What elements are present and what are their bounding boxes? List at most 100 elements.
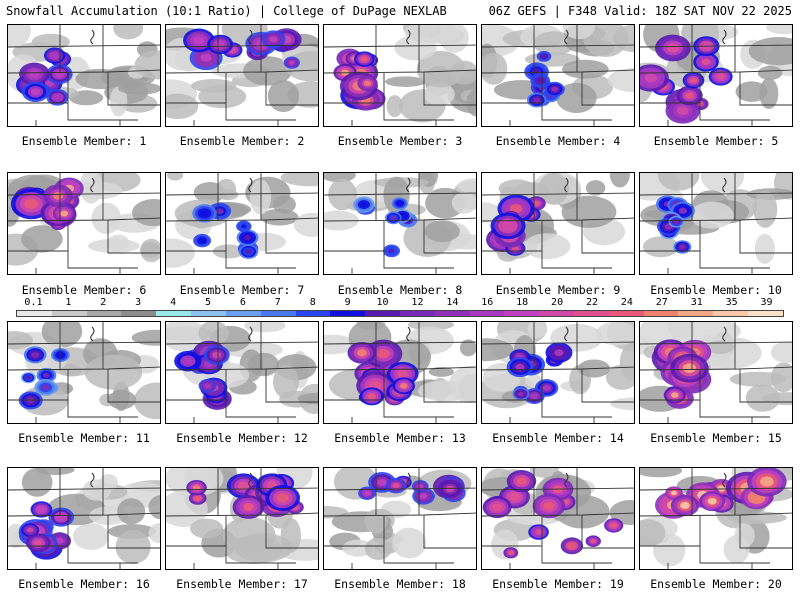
state-border [107, 72, 160, 106]
lake-outline [406, 472, 411, 488]
member-label: Ensemble Member: 11 [18, 431, 150, 445]
snow-area [166, 238, 195, 268]
snow-blob [590, 539, 596, 544]
snow-blob [509, 203, 523, 214]
colorbar-tick: 27 [655, 297, 668, 308]
state-border [739, 220, 792, 254]
state-border [482, 44, 634, 48]
state-border [8, 341, 160, 345]
snow-blob [676, 106, 689, 116]
state-border [225, 221, 296, 269]
snow-blob [532, 68, 541, 75]
colorbar-tick: 8 [309, 297, 316, 308]
snow-area [451, 192, 476, 214]
state-border [166, 44, 318, 48]
state-border [324, 487, 476, 491]
snow-blob [685, 92, 695, 99]
state-border [423, 72, 476, 106]
member-map [481, 467, 635, 570]
snow-blob [24, 198, 39, 210]
snow-area [115, 529, 151, 564]
snow-blob [56, 513, 66, 521]
snow-area [117, 498, 146, 525]
snow-blob [364, 80, 371, 86]
member-label: Ensemble Member: 12 [176, 431, 308, 445]
state-border [699, 221, 770, 269]
snow-area [113, 25, 144, 40]
snowfall-map [166, 25, 318, 126]
snow-blob [509, 492, 520, 501]
snow-blob [390, 215, 397, 221]
snow-blob [193, 36, 205, 45]
member-map [639, 172, 793, 275]
snow-blob [364, 490, 371, 496]
member-label: Ensemble Member: 8 [337, 283, 463, 297]
snow-blob [392, 483, 400, 489]
state-border [324, 341, 476, 345]
lake-outline [722, 472, 727, 488]
snow-blob [716, 73, 725, 80]
member-map [165, 467, 319, 570]
snow-area [640, 468, 683, 478]
snow-area [583, 25, 629, 58]
snow-blob [644, 73, 657, 83]
run-info: 06Z GEFS | F348 Valid: 18Z SAT NOV 22 20… [488, 4, 792, 18]
member-map [7, 172, 161, 275]
member-map [323, 467, 477, 570]
snow-blob [367, 393, 376, 400]
lake-outline [90, 472, 95, 488]
snow-blob [536, 78, 544, 84]
member-map [7, 321, 161, 424]
snow-blob [419, 493, 428, 500]
snow-blob [360, 201, 368, 208]
state-border [265, 220, 318, 254]
snow-blob [707, 497, 717, 505]
snow-area [198, 322, 229, 346]
snow-area [538, 173, 569, 205]
snow-area [685, 322, 741, 343]
snow-area [131, 329, 160, 346]
member-label: Ensemble Member: 4 [495, 134, 621, 148]
snow-area [148, 523, 160, 543]
state-border [265, 515, 318, 549]
state-border [541, 370, 612, 418]
snow-blob [399, 382, 408, 389]
member-label: Ensemble Member: 15 [650, 431, 782, 445]
snow-blob [518, 391, 524, 397]
map-title: Snowfall Accumulation (10:1 Ratio) | Col… [6, 4, 447, 18]
snowfall-map [324, 468, 476, 569]
state-border [423, 369, 476, 403]
snow-blob [678, 207, 687, 214]
snow-blob [31, 351, 40, 358]
snow-blob [245, 249, 252, 255]
colorbar-swatch [539, 311, 574, 316]
snow-area [198, 84, 247, 109]
snow-area [59, 363, 82, 377]
snow-blob [37, 506, 46, 513]
colorbar-tick: 3 [135, 297, 142, 308]
lake-outline [90, 29, 95, 45]
snow-area [133, 382, 160, 420]
snow-blob [25, 375, 31, 380]
member-label: Ensemble Member: 13 [334, 431, 466, 445]
snow-area [562, 59, 609, 79]
colorbar-tick: 12 [411, 297, 424, 308]
snow-area [31, 33, 70, 50]
member-map [165, 172, 319, 275]
lake-outline [406, 177, 411, 193]
snow-blob [670, 490, 677, 496]
snowfall-map [640, 322, 792, 423]
snow-blob [243, 502, 254, 512]
lake-outline [248, 326, 253, 342]
snow-blob [679, 244, 686, 250]
lake-outline [406, 29, 411, 45]
member-map [639, 24, 793, 127]
colorbar-swatch [330, 311, 366, 316]
lake-outline [248, 177, 253, 193]
colorbar-swatch [748, 311, 783, 316]
snow-blob [610, 522, 617, 528]
state-border [166, 487, 318, 491]
member-map [323, 172, 477, 275]
snow-area [84, 354, 143, 390]
snow-area [134, 50, 160, 80]
